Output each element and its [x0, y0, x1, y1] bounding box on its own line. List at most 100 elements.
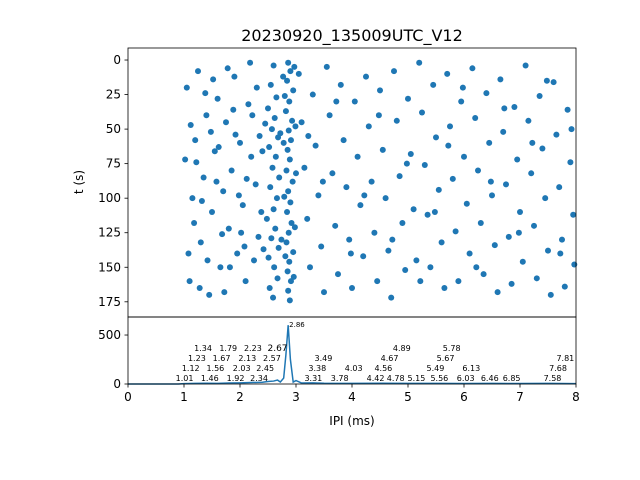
scatter-point — [192, 137, 199, 144]
scatter-point — [253, 84, 260, 91]
y-tick-label: 150 — [98, 260, 121, 274]
x-tick-label: 3 — [292, 390, 300, 404]
peak-annotation: 6.85 — [503, 374, 521, 383]
y-tick-label: 500 — [98, 328, 121, 342]
x-tick-label: 1 — [180, 390, 188, 404]
peak-annotation: 4.89 — [393, 344, 411, 353]
scatter-point — [361, 192, 368, 199]
scatter-point — [466, 250, 473, 257]
scatter-point — [291, 63, 298, 70]
scatter-point — [347, 250, 354, 257]
scatter-point — [533, 275, 540, 282]
scatter-point — [265, 105, 271, 112]
scatter-point — [410, 206, 417, 213]
scatter-point — [285, 229, 292, 236]
scatter-point — [241, 243, 248, 250]
scatter-point — [483, 90, 490, 97]
scatter-point — [285, 287, 292, 294]
scatter-point — [491, 242, 498, 249]
scatter-point — [561, 283, 568, 290]
scatter-point — [245, 101, 252, 108]
scatter-point — [209, 208, 215, 215]
scatter-point — [430, 81, 437, 88]
peak-annotation: 2.86 — [289, 321, 305, 329]
scatter-point — [508, 280, 515, 287]
scatter-point — [346, 236, 353, 243]
scatter-point — [304, 215, 311, 222]
scatter-point — [259, 148, 266, 155]
scatter-point — [238, 229, 245, 236]
scatter-point — [291, 224, 298, 231]
scatter-point — [431, 208, 438, 215]
scatter-point — [323, 63, 330, 70]
y-tick-label: 75 — [106, 157, 121, 171]
peak-annotation: 3.78 — [331, 374, 349, 383]
scatter-point — [248, 153, 255, 160]
scatter-point — [458, 98, 465, 105]
histogram-line — [128, 325, 577, 385]
peak-annotation: 5.15 — [407, 374, 425, 383]
peak-annotation: 4.67 — [381, 354, 399, 363]
scatter-point — [351, 98, 358, 105]
scatter-point — [267, 184, 274, 191]
scatter-point — [287, 68, 294, 75]
scatter-point — [292, 123, 299, 130]
scatter-point — [230, 106, 237, 113]
scatter-point — [285, 188, 292, 195]
scatter-point — [349, 284, 355, 291]
scatter-point — [270, 62, 277, 69]
scatter-point — [273, 94, 280, 101]
scatter-point — [452, 228, 459, 235]
scatter-point — [197, 239, 204, 246]
scatter-point — [402, 267, 409, 274]
scatter-point — [424, 211, 431, 218]
scatter-point — [282, 253, 289, 260]
scatter-point — [319, 178, 326, 185]
scatter-point — [273, 195, 280, 202]
scatter-point — [210, 76, 217, 83]
scatter-point — [217, 264, 224, 271]
scatter-point — [221, 289, 228, 296]
scatter-point — [266, 284, 273, 291]
scatter-point — [357, 202, 364, 209]
peak-annotation: 7.68 — [549, 364, 567, 373]
scatter-point — [220, 188, 227, 195]
scatter-point — [290, 249, 297, 256]
scatter-point — [321, 289, 327, 296]
scatter-point — [182, 156, 189, 163]
scatter-point — [463, 200, 470, 207]
scatter-point — [315, 192, 322, 199]
scatter-point — [287, 137, 294, 144]
scatter-point — [285, 127, 292, 134]
scatter-point — [186, 278, 193, 285]
peak-annotation: 7.58 — [544, 374, 562, 383]
y-tick-label: 50 — [106, 122, 121, 136]
scatter-point — [286, 258, 293, 265]
scatter-point — [283, 167, 290, 174]
scatter-point — [278, 236, 285, 243]
scatter-point — [403, 160, 410, 167]
scatter-point — [522, 62, 529, 69]
peak-annotation: 1.67 — [213, 354, 231, 363]
peak-annotation: 4.03 — [345, 364, 363, 373]
scatter-point — [266, 144, 273, 151]
scatter-point — [389, 236, 396, 243]
peak-annotation: 2.34 — [250, 374, 268, 383]
scatter-point — [519, 258, 526, 265]
scatter-point — [571, 261, 578, 268]
scatter-point — [396, 173, 403, 180]
peak-annotation: 6.03 — [457, 374, 475, 383]
scatter-point — [231, 73, 238, 80]
scatter-point — [550, 79, 557, 86]
scatter-point — [204, 257, 211, 264]
scatter-point — [268, 126, 275, 133]
peak-annotation: 6.13 — [462, 364, 480, 373]
scatter-point — [388, 294, 395, 301]
scatter-point — [286, 98, 293, 105]
scatter-point — [275, 244, 282, 251]
scatter-point — [247, 59, 254, 66]
scatter-point — [255, 233, 262, 240]
scatter-point — [284, 268, 291, 275]
peak-annotation: 1.79 — [219, 344, 237, 353]
